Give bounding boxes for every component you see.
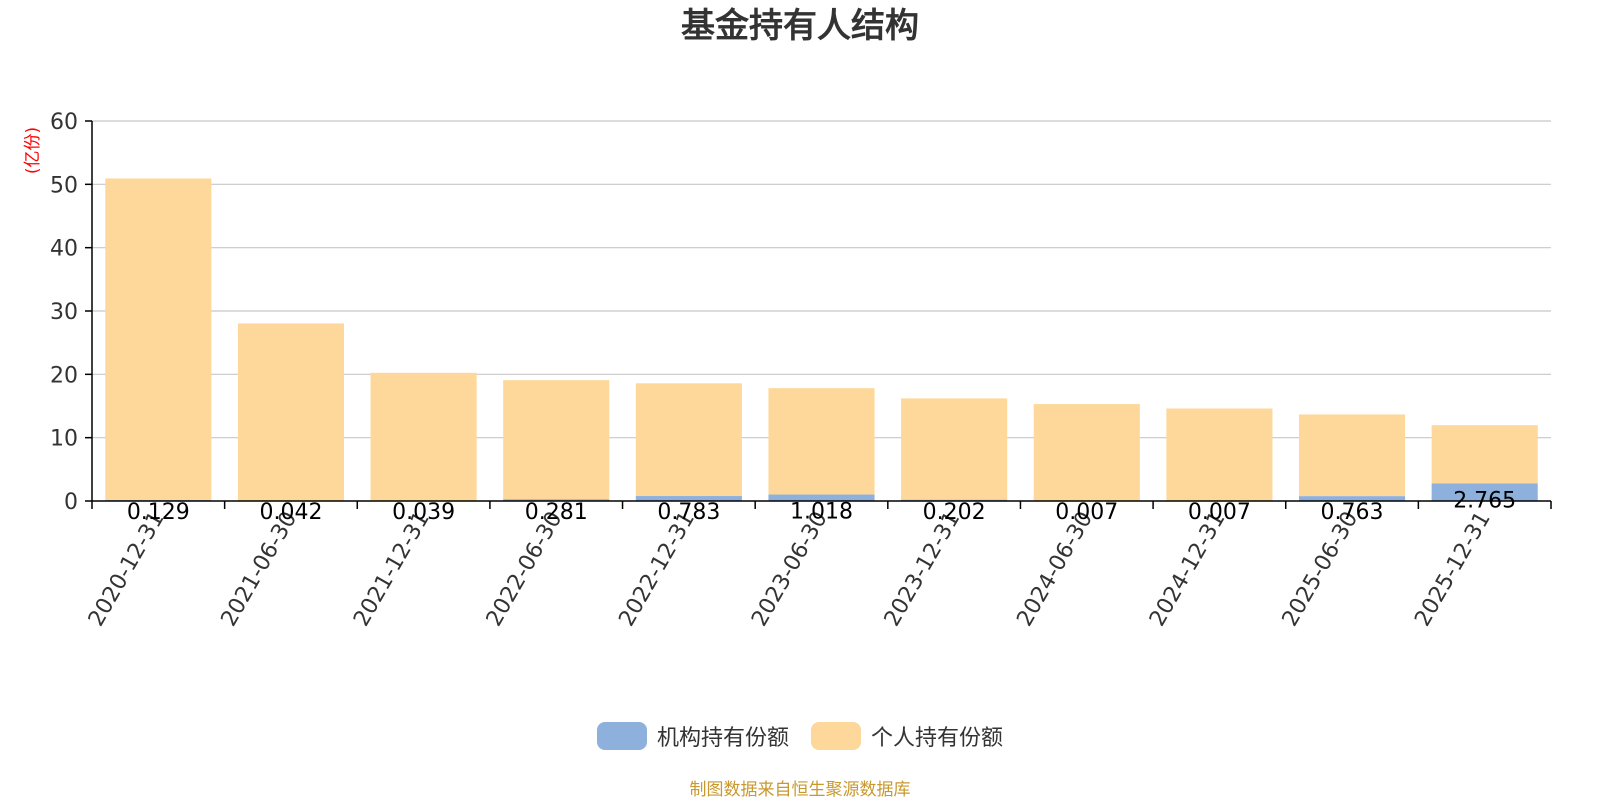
bar-value-label-institution: 0.007 — [1055, 500, 1118, 525]
bar-institution — [1431, 483, 1538, 501]
chart-title: 基金持有人结构 — [681, 6, 919, 46]
x-tick-label: 2020-12-31 — [84, 508, 170, 631]
bar-individual — [237, 323, 345, 501]
legend-label-institution: 机构持有份额 — [656, 726, 789, 751]
x-tick-label: 2024-06-30 — [1012, 508, 1098, 631]
y-tick-label: 30 — [50, 300, 78, 325]
legend-label-individual: 个人持有份额 — [871, 726, 1004, 751]
bar-institution — [768, 494, 875, 501]
bar-individual — [768, 388, 875, 495]
bars — [105, 178, 1538, 501]
x-tick-label: 2021-12-31 — [349, 508, 435, 631]
legend-swatch-institution — [596, 722, 647, 750]
bar-individual — [370, 372, 477, 501]
x-tick-label: 2022-12-31 — [614, 508, 700, 631]
bar-institution — [635, 496, 742, 501]
y-tick-label: 50 — [50, 173, 78, 198]
x-tick-label: 2021-06-30 — [217, 508, 303, 631]
x-tick-label: 2025-12-31 — [1410, 508, 1496, 631]
bar-value-label-institution: 0.007 — [1188, 500, 1251, 525]
bar-individual — [635, 383, 742, 497]
bar-value-label-institution: 0.129 — [127, 500, 190, 525]
bar-individual — [105, 178, 212, 501]
y-tick-label: 40 — [50, 237, 78, 262]
bar-value-label-institution: 0.202 — [923, 500, 986, 525]
bar-institution — [503, 499, 610, 501]
x-tick-label: 2022-06-30 — [482, 508, 568, 631]
bar-individual — [1033, 404, 1140, 501]
y-tick-label: 20 — [50, 363, 78, 388]
legend-item-individual[interactable]: 个人持有份额 — [811, 720, 1003, 752]
legend-swatch-individual — [811, 722, 861, 750]
bar-institution — [1298, 496, 1406, 501]
bar-value-label-institution: 1.018 — [790, 500, 853, 525]
bar-value-label-institution: 2.765 — [1453, 488, 1516, 513]
legend-item-institution[interactable]: 机构持有份额 — [596, 720, 789, 752]
bar-individual — [1166, 408, 1273, 501]
bar-value-label-institution: 0.281 — [525, 500, 588, 525]
bar-individual — [901, 398, 1008, 500]
source-note: 制图数据来自恒生聚源数据库 — [689, 780, 911, 800]
bar-value-label-institution: 0.783 — [657, 500, 720, 525]
y-tick-label: 60 — [50, 110, 78, 135]
legend: 机构持有份额 个人持有份额 — [0, 720, 1600, 752]
bar-individual — [1431, 425, 1538, 484]
x-tick-label: 2023-06-30 — [747, 508, 833, 631]
y-axis-unit-label: (亿份) — [23, 127, 43, 174]
bar-individual — [1298, 414, 1406, 497]
bar-value-label-institution: 0.042 — [259, 500, 322, 525]
x-tick-label: 2023-12-31 — [880, 508, 966, 631]
y-tick-label: 0 — [64, 490, 78, 515]
x-tick-label: 2024-12-31 — [1145, 508, 1231, 631]
x-tick-label: 2025-06-30 — [1278, 508, 1364, 631]
bar-value-label-institution: 0.039 — [392, 500, 455, 525]
y-tick-label: 10 — [50, 427, 78, 452]
bar-individual — [503, 380, 610, 500]
data-labels: 0.129 0.042 0.039 0.281 0.783 1.018 0.202 0.007… — [127, 488, 1516, 525]
bar-value-label-institution: 0.763 — [1321, 500, 1384, 525]
